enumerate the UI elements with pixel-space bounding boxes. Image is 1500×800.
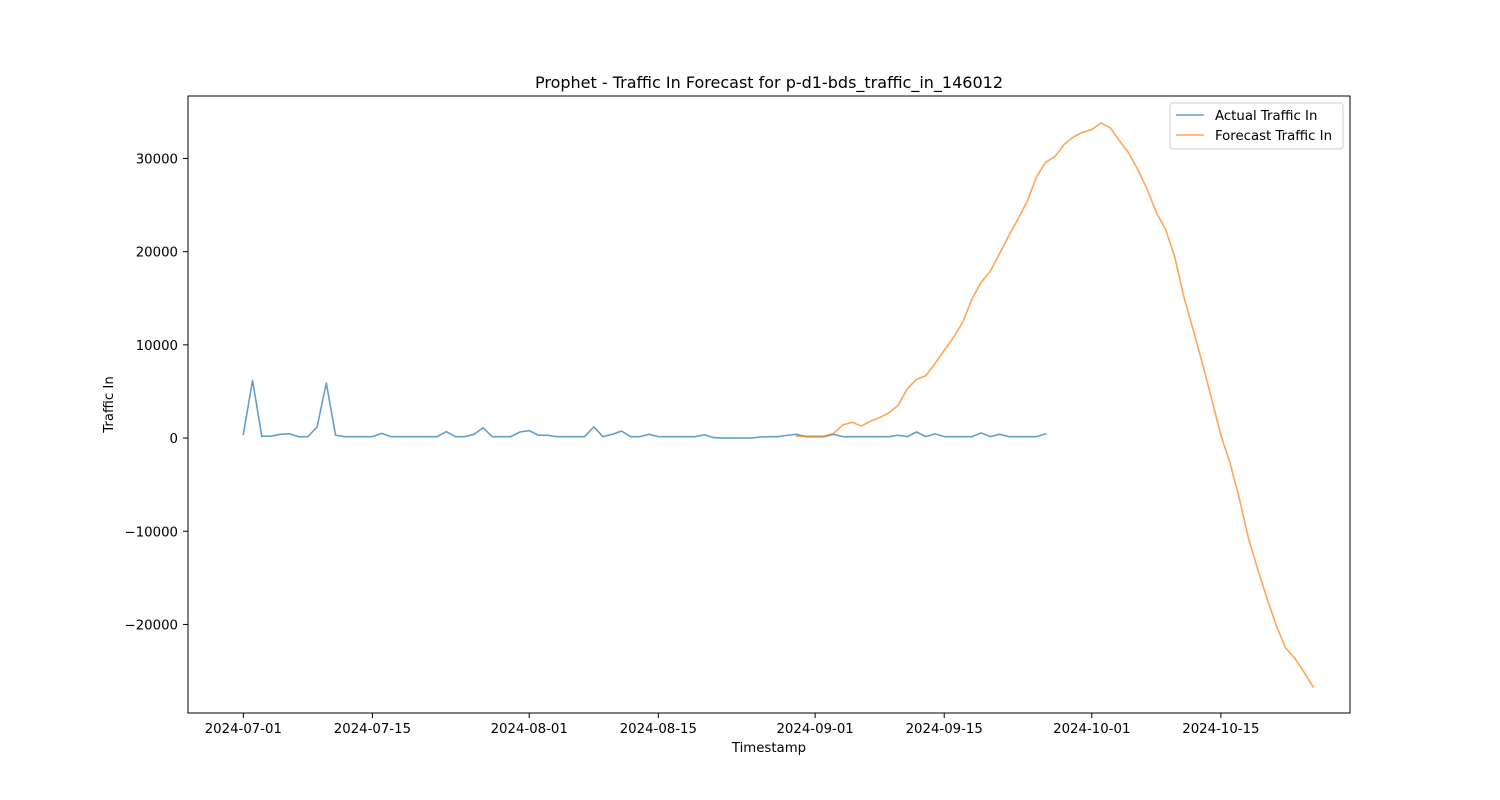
- y-axis: −20000 −10000 0 10000 20000 30000: [125, 152, 188, 633]
- y-tick-label: 0: [170, 432, 178, 447]
- legend-label: Actual Traffic In: [1215, 109, 1317, 124]
- y-tick-label: 30000: [136, 152, 178, 167]
- series-line-actual: [242, 379, 1047, 439]
- chart-title: Prophet - Traffic In Forecast for p-d1-b…: [535, 73, 1003, 93]
- x-tick-label: 2024-10-15: [1182, 722, 1259, 737]
- x-tick-label: 2024-08-15: [620, 722, 697, 737]
- series-line-forecast: [795, 122, 1315, 689]
- x-tick-label: 2024-07-15: [334, 722, 411, 737]
- x-axis: 2024-07-01 2024-07-15 2024-08-01 2024-08-15…: [205, 713, 1260, 737]
- legend-box: [1169, 102, 1344, 150]
- x-tick-label: 2024-10-01: [1053, 722, 1130, 737]
- legend: Actual Traffic In Forecast Traffic In: [1169, 102, 1344, 150]
- y-tick-label: −10000: [125, 525, 178, 540]
- y-tick-label: 10000: [136, 339, 178, 354]
- series-layer: [242, 122, 1315, 689]
- y-tick-label: 20000: [136, 246, 178, 261]
- plot-area: [187, 95, 1351, 714]
- y-tick-label: −20000: [125, 618, 178, 633]
- x-tick-label: 2024-07-01: [205, 722, 282, 737]
- plot-frame: [187, 95, 1351, 714]
- x-axis-label: Timestamp: [731, 741, 806, 756]
- legend-label: Forecast Traffic In: [1215, 129, 1332, 144]
- x-tick-label: 2024-09-15: [906, 722, 983, 737]
- x-tick-label: 2024-08-01: [491, 722, 568, 737]
- x-tick-label: 2024-09-01: [776, 722, 853, 737]
- y-axis-label: Traffic In: [102, 376, 117, 434]
